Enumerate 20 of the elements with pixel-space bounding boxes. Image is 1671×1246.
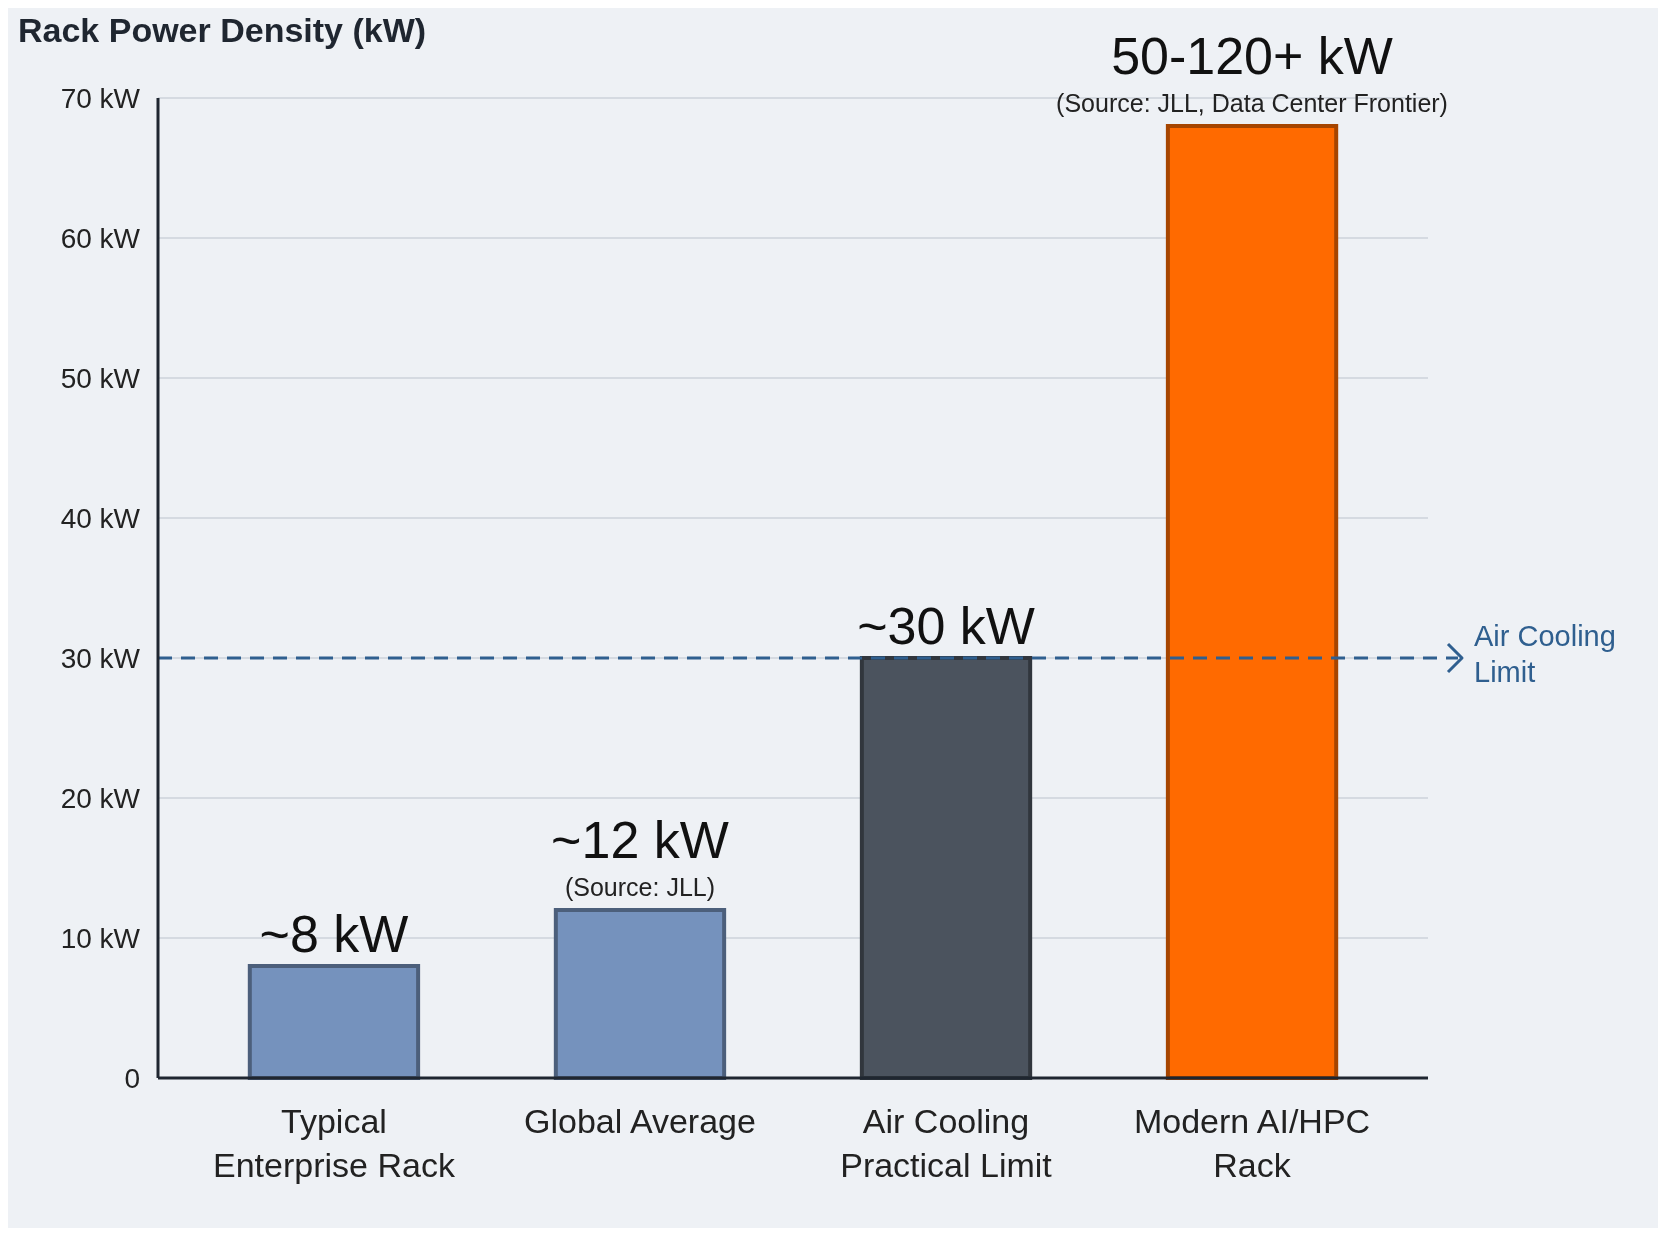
data-label: 50-120+ kW	[1111, 27, 1393, 85]
y-tick-label: 0	[124, 1062, 140, 1094]
data-label: ~8 kW	[259, 905, 409, 963]
y-tick-label: 70 kW	[60, 82, 141, 114]
y-tick-label: 50 kW	[60, 362, 141, 394]
ref-line-label: Air Cooling Limit	[1474, 620, 1616, 688]
data-label: ~12 kW	[551, 811, 729, 869]
y-tick-label: 10 kW	[60, 922, 141, 954]
chart-title: Rack Power Density (kW)	[18, 11, 427, 49]
x-tick-label: Modern AI/HPC Rack	[1133, 1102, 1371, 1184]
data-label: ~30 kW	[857, 597, 1035, 655]
x-tick-label: Typical Enterprise Rack	[213, 1102, 456, 1184]
y-tick-label: 60 kW	[60, 222, 141, 254]
annotation: (Source: JLL)	[564, 873, 716, 901]
y-tick-label: 30 kW	[60, 642, 141, 674]
y-tick-label: 40 kW	[60, 502, 141, 534]
x-tick-label: Global Average	[524, 1102, 756, 1140]
x-tick-label: Air Cooling Practical Limit	[840, 1102, 1053, 1184]
annotation: (Source: JLL, Data Center Frontier)	[1056, 89, 1448, 117]
y-tick-label: 20 kW	[60, 782, 141, 814]
